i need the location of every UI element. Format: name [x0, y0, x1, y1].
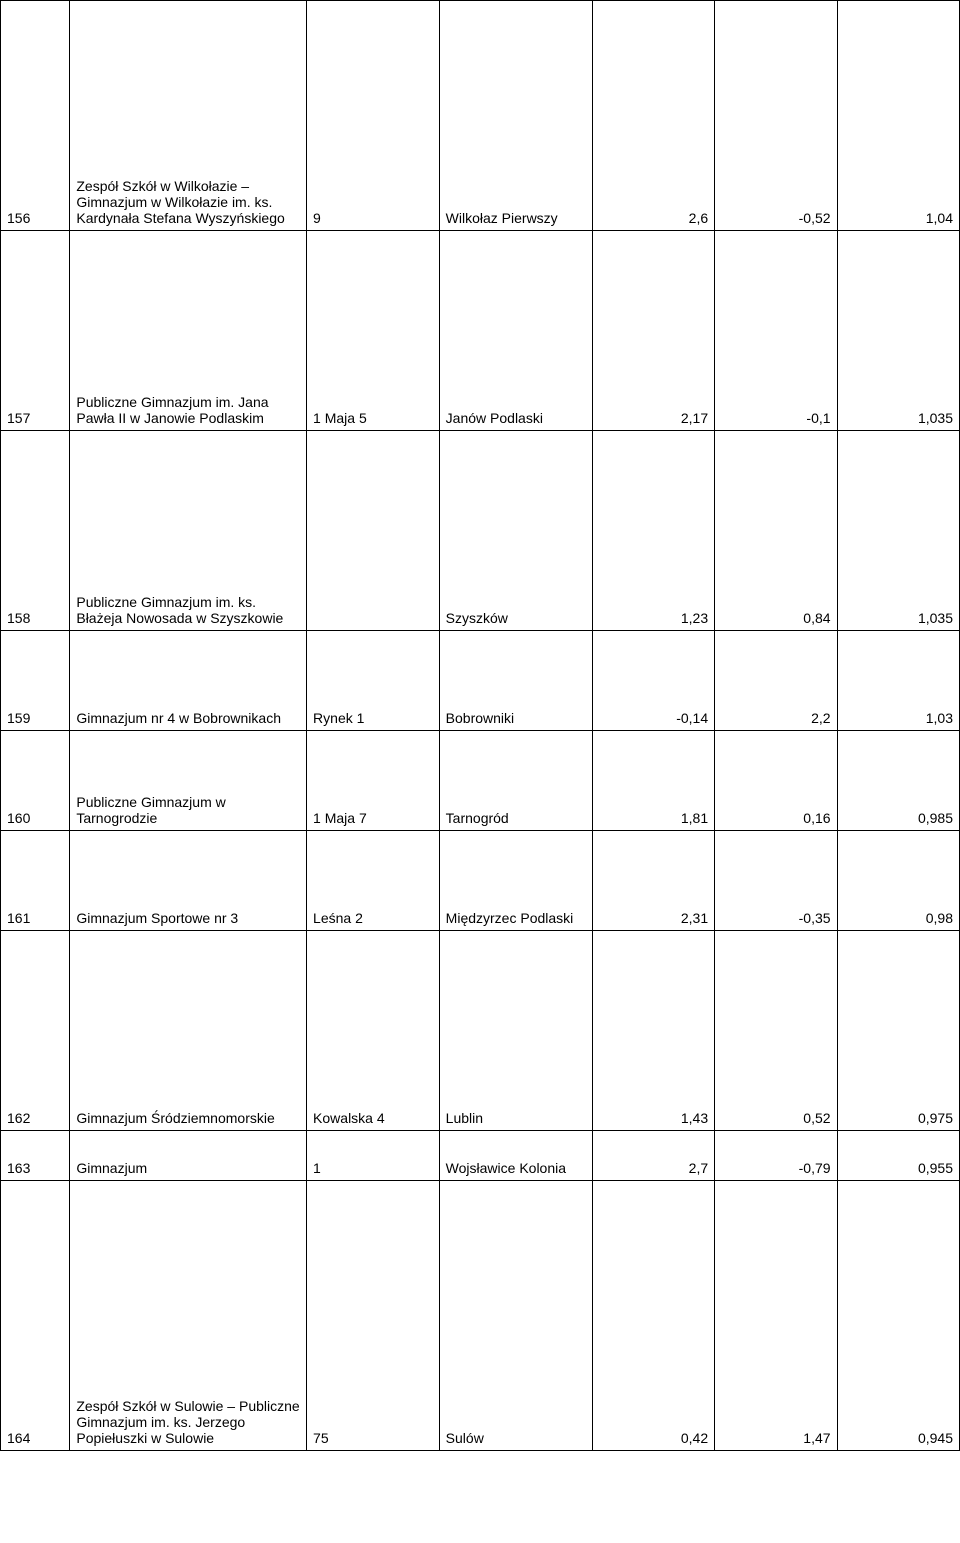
school-name: Gimnazjum nr 4 w Bobrownikach	[70, 631, 307, 731]
value-2: -0,52	[715, 1, 837, 231]
address	[307, 431, 440, 631]
value-2: 0,16	[715, 731, 837, 831]
locality: Wojsławice Kolonia	[439, 1131, 592, 1181]
address: 1	[307, 1131, 440, 1181]
locality: Tarnogród	[439, 731, 592, 831]
value-2: -0,35	[715, 831, 837, 931]
table-row: 157Publiczne Gimnazjum im. Jana Pawła II…	[1, 231, 960, 431]
row-index: 156	[1, 1, 70, 231]
value-3: 0,955	[837, 1131, 959, 1181]
value-2: -0,1	[715, 231, 837, 431]
value-1: 1,43	[592, 931, 714, 1131]
value-1: 1,23	[592, 431, 714, 631]
value-1: 2,7	[592, 1131, 714, 1181]
locality: Lublin	[439, 931, 592, 1131]
value-3: 0,98	[837, 831, 959, 931]
school-name: Gimnazjum Śródziemnomorskie	[70, 931, 307, 1131]
row-index: 160	[1, 731, 70, 831]
locality: Wilkołaz Pierwszy	[439, 1, 592, 231]
value-1: 2,6	[592, 1, 714, 231]
address: 1 Maja 5	[307, 231, 440, 431]
value-3: 0,985	[837, 731, 959, 831]
locality: Szyszków	[439, 431, 592, 631]
address: Leśna 2	[307, 831, 440, 931]
school-name: Zespół Szkół w Sulowie – Publiczne Gimna…	[70, 1181, 307, 1451]
value-1: 1,81	[592, 731, 714, 831]
value-1: 2,17	[592, 231, 714, 431]
address: Rynek 1	[307, 631, 440, 731]
locality: Janów Podlaski	[439, 231, 592, 431]
schools-table: 156Zespół Szkół w Wilkołazie – Gimnazjum…	[0, 0, 960, 1451]
school-name: Zespół Szkół w Wilkołazie – Gimnazjum w …	[70, 1, 307, 231]
value-1: 0,42	[592, 1181, 714, 1451]
row-index: 164	[1, 1181, 70, 1451]
table-row: 158Publiczne Gimnazjum im. ks. Błażeja N…	[1, 431, 960, 631]
address: 75	[307, 1181, 440, 1451]
table-row: 162Gimnazjum ŚródziemnomorskieKowalska 4…	[1, 931, 960, 1131]
value-2: 2,2	[715, 631, 837, 731]
row-index: 163	[1, 1131, 70, 1181]
value-2: -0,79	[715, 1131, 837, 1181]
value-2: 0,52	[715, 931, 837, 1131]
address: 1 Maja 7	[307, 731, 440, 831]
school-name: Gimnazjum Sportowe nr 3	[70, 831, 307, 931]
table-row: 160Publiczne Gimnazjum w Tarnogrodzie1 M…	[1, 731, 960, 831]
table-row: 156Zespół Szkół w Wilkołazie – Gimnazjum…	[1, 1, 960, 231]
value-3: 1,035	[837, 431, 959, 631]
value-2: 1,47	[715, 1181, 837, 1451]
table-row: 163Gimnazjum1Wojsławice Kolonia2,7-0,790…	[1, 1131, 960, 1181]
value-3: 0,945	[837, 1181, 959, 1451]
locality: Sulów	[439, 1181, 592, 1451]
value-1: 2,31	[592, 831, 714, 931]
value-3: 1,04	[837, 1, 959, 231]
school-name: Publiczne Gimnazjum w Tarnogrodzie	[70, 731, 307, 831]
school-name: Publiczne Gimnazjum im. ks. Błażeja Nowo…	[70, 431, 307, 631]
address: Kowalska 4	[307, 931, 440, 1131]
table-row: 161Gimnazjum Sportowe nr 3Leśna 2Międzyr…	[1, 831, 960, 931]
table-row: 159Gimnazjum nr 4 w BobrownikachRynek 1B…	[1, 631, 960, 731]
value-3: 1,035	[837, 231, 959, 431]
row-index: 158	[1, 431, 70, 631]
row-index: 157	[1, 231, 70, 431]
school-name: Publiczne Gimnazjum im. Jana Pawła II w …	[70, 231, 307, 431]
school-name: Gimnazjum	[70, 1131, 307, 1181]
address: 9	[307, 1, 440, 231]
value-3: 0,975	[837, 931, 959, 1131]
locality: Bobrowniki	[439, 631, 592, 731]
locality: Międzyrzec Podlaski	[439, 831, 592, 931]
row-index: 161	[1, 831, 70, 931]
value-2: 0,84	[715, 431, 837, 631]
value-3: 1,03	[837, 631, 959, 731]
table-row: 164Zespół Szkół w Sulowie – Publiczne Gi…	[1, 1181, 960, 1451]
value-1: -0,14	[592, 631, 714, 731]
row-index: 159	[1, 631, 70, 731]
row-index: 162	[1, 931, 70, 1131]
